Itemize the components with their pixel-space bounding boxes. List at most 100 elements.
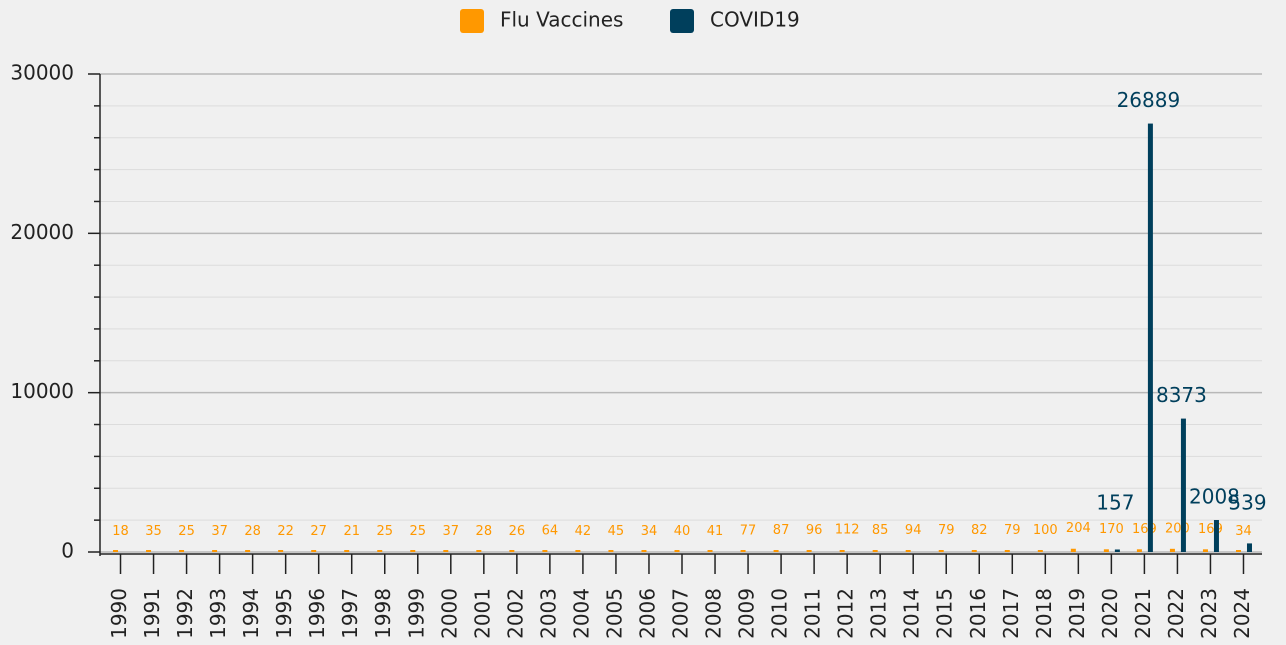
x-tick-label: 2009 [735,588,759,639]
bar [872,550,878,552]
data-label: 79 [1004,523,1021,538]
data-label: 34 [641,524,658,539]
data-label: 112 [835,523,860,538]
bar [344,550,350,552]
bar [1180,418,1186,552]
bar [1004,550,1010,552]
x-tick-label: 2012 [834,588,858,639]
data-label: 28 [476,524,493,539]
x-tick-label: 1994 [239,588,263,639]
bar [542,550,548,552]
x-tick-label: 2010 [768,588,792,639]
x-tick-label: 2011 [801,588,825,639]
data-label: 35 [145,524,162,539]
legend-label: COVID19 [710,8,800,32]
bar [1235,550,1241,552]
x-tick-label: 2022 [1164,588,1188,639]
bar [476,550,482,552]
x-tick-label: 2004 [569,588,593,639]
x-tick-label: 2006 [635,588,659,639]
data-label: 169 [1198,522,1223,537]
data-label: 25 [409,524,426,539]
x-tick-label: 1992 [173,588,197,639]
x-tick-label: 2014 [900,588,924,639]
data-label: 204 [1066,521,1091,536]
bar [905,550,911,552]
y-tick-label: 10000 [10,379,74,403]
data-label: 157 [1096,491,1134,515]
x-tick-label: 2020 [1098,588,1122,639]
x-tick-label: 2018 [1032,588,1056,639]
bar [443,550,449,552]
bar [509,550,515,552]
bar [1246,543,1252,552]
data-label: 42 [575,524,592,539]
x-tick-label: 1999 [404,588,428,639]
bar [971,550,977,552]
bar [1202,549,1208,552]
legend-swatch [460,9,484,33]
x-tick-label: 2013 [867,588,891,639]
data-label: 539 [1228,491,1266,515]
x-tick-label: 2023 [1197,588,1221,639]
x-tick-label: 2021 [1131,588,1155,639]
bar [410,550,416,552]
data-label: 41 [707,524,724,539]
bar [740,550,746,552]
data-label: 170 [1099,522,1124,537]
data-label: 82 [971,523,988,538]
data-label: 37 [443,524,460,539]
data-label: 2008 [1189,485,1240,509]
data-label: 26 [509,524,526,539]
data-label: 25 [376,524,393,539]
x-tick-label: 2005 [602,588,626,639]
data-label: 37 [211,524,228,539]
bar [1103,549,1109,552]
legend-swatch [670,9,694,33]
bar [1037,550,1043,552]
x-tick-label: 1998 [371,588,395,639]
y-tick-label: 20000 [10,220,74,244]
data-label: 8373 [1156,383,1207,407]
bar [707,550,713,552]
bar [278,550,284,552]
data-label: 21 [343,524,360,539]
x-tick-label: 2016 [966,588,990,639]
bar [608,550,614,552]
data-label: 85 [872,523,889,538]
bar [179,550,185,552]
x-tick-label: 2008 [702,588,726,639]
bar [212,550,218,552]
bar [806,550,812,552]
bar [839,550,845,552]
data-label: 28 [244,524,261,539]
data-label: 40 [674,524,691,539]
x-tick-label: 1993 [206,588,230,639]
bar [113,550,119,552]
x-tick-label: 2002 [503,588,527,639]
x-tick-label: 1995 [272,588,296,639]
bar [1147,123,1153,552]
data-label: 64 [542,523,559,538]
data-label: 96 [806,523,823,538]
bar [641,550,647,552]
data-label: 100 [1033,523,1058,538]
bar [938,550,944,552]
bar [1213,520,1219,552]
x-tick-label: 1991 [140,588,164,639]
y-tick-label: 0 [61,539,74,563]
bar [1114,549,1120,552]
data-label: 22 [277,524,294,539]
data-label: 79 [938,523,955,538]
data-label: 27 [310,524,327,539]
x-tick-label: 2000 [437,588,461,639]
y-tick-label: 30000 [10,61,74,85]
bar [1070,548,1076,552]
bar [311,550,317,552]
bar [245,550,251,552]
bar [773,550,779,552]
data-label: 34 [1235,524,1252,539]
bar [674,550,680,552]
data-label: 94 [905,523,922,538]
